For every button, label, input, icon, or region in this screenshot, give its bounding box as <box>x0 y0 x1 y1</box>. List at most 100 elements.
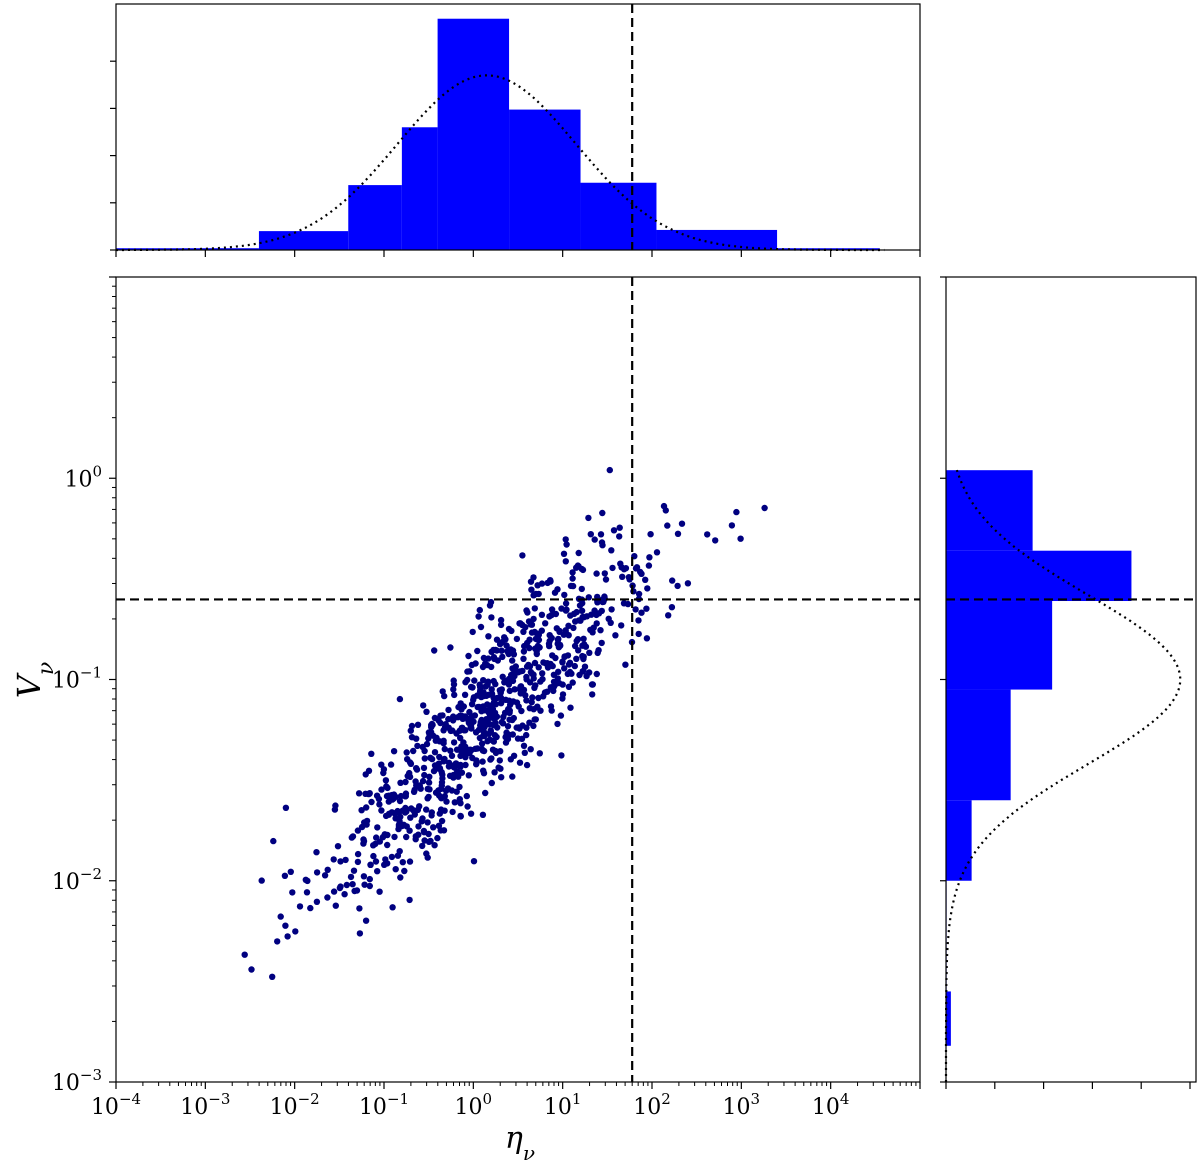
scatter-point <box>401 867 408 875</box>
scatter-point <box>349 881 356 888</box>
scatter-point <box>485 678 492 685</box>
x-tick-label: 10−4 <box>91 1090 141 1120</box>
scatter-point <box>482 789 489 797</box>
x-tick-label: 10−1 <box>359 1090 409 1120</box>
scatter-point <box>535 694 542 702</box>
scatter-point <box>431 714 439 722</box>
scatter-point <box>509 716 516 724</box>
scatter-point <box>475 726 483 733</box>
right-histogram-frame <box>945 276 1197 1083</box>
scatter-point <box>397 874 404 881</box>
scatter-point <box>561 591 568 599</box>
scatter-point <box>406 827 413 834</box>
scatter-point <box>282 922 289 929</box>
scatter-point <box>583 672 590 680</box>
scatter-point <box>421 771 428 779</box>
scatter-point <box>363 804 370 811</box>
scatter-point <box>535 631 542 639</box>
scatter-point <box>425 779 433 786</box>
scatter-point <box>554 640 561 647</box>
scatter-point <box>478 740 486 747</box>
scatter-point <box>523 731 530 739</box>
scatter-point <box>562 600 570 607</box>
scatter-point <box>480 677 487 684</box>
scatter-point <box>440 737 447 744</box>
scatter-point <box>391 833 398 841</box>
scatter-point <box>485 730 493 737</box>
scatter-point <box>635 617 642 624</box>
scatter-axis-ticks <box>109 276 921 1089</box>
scatter-point <box>390 795 397 802</box>
scatter-point <box>522 692 529 699</box>
scatter-point <box>593 620 600 627</box>
scatter-point <box>441 793 448 800</box>
scatter-point <box>404 756 411 763</box>
scatter-point <box>469 754 476 762</box>
scatter-point <box>526 705 533 712</box>
scatter-point <box>354 850 362 858</box>
scatter-point <box>493 647 500 654</box>
scatter-point <box>387 761 395 768</box>
scatter-point <box>441 745 448 753</box>
scatter-point <box>674 582 681 590</box>
scatter-point <box>510 698 517 705</box>
scatter-point <box>635 590 643 598</box>
scatter-point <box>439 688 446 695</box>
scatter-point <box>598 607 605 615</box>
scatter-point <box>605 615 612 622</box>
scatter-point <box>595 647 602 654</box>
scatter-point <box>606 466 613 474</box>
scatter-point <box>336 884 344 892</box>
scatter-point <box>601 570 608 577</box>
scatter-point <box>704 531 711 538</box>
scatter-point <box>586 649 593 656</box>
scatter-point <box>569 575 576 582</box>
scatter-point <box>396 695 404 703</box>
scatter-point <box>480 767 487 774</box>
scatter-point <box>580 655 587 663</box>
scatter-point <box>466 708 473 716</box>
scatter-point <box>520 742 528 749</box>
scatter-point <box>468 746 475 754</box>
scatter-point <box>428 812 435 819</box>
scatter-point <box>488 614 495 621</box>
scatter-point <box>443 798 450 805</box>
scatter-point <box>619 573 626 580</box>
scatter-point <box>488 690 496 698</box>
scatter-point <box>426 773 433 780</box>
scatter-point <box>382 777 390 784</box>
scatter-point <box>622 565 630 572</box>
scatter-point <box>515 724 522 731</box>
scatter-point <box>427 837 434 845</box>
scatter-point <box>540 693 547 700</box>
scatter-point <box>381 861 388 868</box>
scatter-point <box>469 684 476 691</box>
scatter-point <box>643 635 651 642</box>
scatter-point <box>591 536 598 543</box>
scatter-point <box>407 814 414 821</box>
scatter-point <box>395 809 402 817</box>
scatter-point <box>450 686 457 693</box>
scatter-point <box>331 806 339 813</box>
scatter-point <box>484 738 491 745</box>
scatter-point <box>441 807 448 814</box>
scatter-point <box>585 594 592 601</box>
scatter-point <box>366 875 373 883</box>
scatter-point <box>477 686 484 693</box>
x-tick-label: 100 <box>455 1090 493 1120</box>
scatter-point <box>469 628 476 636</box>
scatter-point <box>622 661 629 668</box>
scatter-point <box>589 691 596 698</box>
scatter-point <box>382 812 390 820</box>
scatter-point <box>580 635 587 642</box>
scatter-point <box>527 746 534 753</box>
scatter-point <box>516 759 524 766</box>
scatter-point <box>465 652 472 660</box>
scatter-point <box>438 785 445 792</box>
scatter-panel: 10−4 10−3 10−2 10−1 100 101 102 103 104 10−310−2… <box>10 276 921 1163</box>
scatter-point <box>438 817 446 825</box>
scatter-point <box>457 813 464 820</box>
scatter-point <box>456 796 463 803</box>
top-histogram-bar <box>116 248 259 250</box>
